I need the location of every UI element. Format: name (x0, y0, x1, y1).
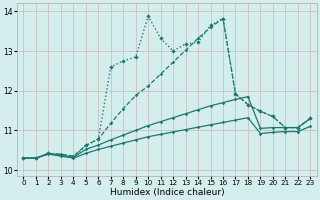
X-axis label: Humidex (Indice chaleur): Humidex (Indice chaleur) (109, 188, 224, 197)
